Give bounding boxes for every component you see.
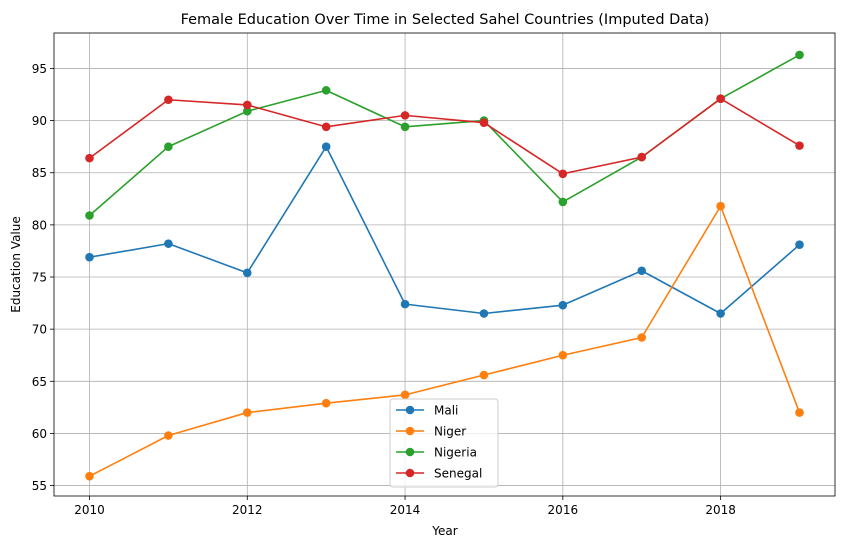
data-point-mali — [716, 309, 725, 318]
data-point-mali — [637, 266, 647, 276]
data-point-mali — [242, 268, 252, 278]
y-tick-label: 55 — [32, 479, 47, 493]
data-point-niger — [321, 398, 331, 408]
series-layer — [85, 50, 804, 481]
series-line-nigeria — [88, 54, 800, 217]
data-point-senegal — [637, 152, 647, 162]
legend-label-nigeria: Nigeria — [434, 446, 477, 460]
data-point-senegal — [716, 94, 725, 103]
legend-label-mali: Mali — [434, 404, 458, 418]
y-tick-label: 65 — [32, 375, 47, 389]
plot-frame — [53, 32, 836, 497]
x-tick-label: 2016 — [548, 503, 579, 517]
data-point-niger — [85, 471, 94, 481]
data-point-mali — [479, 309, 489, 318]
data-point-senegal — [400, 111, 410, 120]
legend-label-niger: Niger — [434, 425, 466, 439]
data-point-nigeria — [795, 50, 804, 60]
x-tick-label: 2014 — [390, 503, 421, 517]
data-point-nigeria — [400, 122, 410, 132]
y-tick-label: 60 — [32, 427, 47, 441]
series-nigeria — [85, 50, 804, 220]
data-point-mali — [85, 252, 94, 262]
data-point-mali — [321, 142, 331, 151]
y-tick-label: 95 — [32, 62, 47, 76]
y-tick-label: 75 — [32, 271, 47, 285]
data-point-nigeria — [164, 142, 173, 151]
series-line-niger — [89, 205, 801, 477]
data-point-senegal — [479, 118, 489, 127]
data-point-mali — [400, 299, 410, 309]
data-point-senegal — [321, 122, 331, 132]
legend: Mali Niger Nigeria Senegal — [389, 398, 499, 488]
data-point-niger — [400, 390, 410, 400]
chart-title: Female Education Over Time in Selected S… — [181, 12, 710, 28]
data-point-nigeria — [242, 106, 252, 116]
data-point-senegal — [164, 95, 173, 105]
legend-label-senegal: Senegal — [434, 467, 482, 481]
y-tick-label: 90 — [32, 114, 47, 128]
data-point-senegal — [85, 153, 94, 163]
data-point-niger — [242, 408, 252, 417]
x-axis-label: Year — [431, 524, 457, 538]
data-point-niger — [637, 333, 647, 342]
data-point-niger — [795, 408, 804, 417]
y-tick-label: 85 — [32, 166, 47, 180]
data-point-senegal — [795, 141, 804, 150]
x-tick-label: 2018 — [705, 503, 736, 517]
data-point-nigeria — [558, 197, 568, 207]
data-point-senegal — [558, 169, 568, 179]
data-point-mali — [558, 300, 568, 310]
data-point-niger — [558, 350, 568, 360]
y-tick-label: 70 — [32, 323, 47, 337]
data-point-senegal — [242, 100, 252, 110]
series-senegal — [85, 94, 804, 179]
x-tick-label: 2010 — [74, 503, 105, 517]
series-niger — [85, 201, 804, 481]
legend-marker-mali — [405, 405, 415, 415]
data-point-niger — [164, 431, 173, 440]
series-line-mali — [89, 145, 801, 315]
legend-marker-niger — [405, 426, 415, 436]
legend-box — [389, 398, 499, 488]
legend-marker-nigeria — [405, 447, 415, 457]
legend-marker-senegal — [405, 468, 415, 478]
y-ticks: 55 60 65 70 75 80 85 90 95 — [32, 62, 54, 493]
data-point-nigeria — [321, 86, 331, 95]
data-point-mali — [164, 239, 173, 248]
x-tick-label: 2012 — [232, 503, 263, 517]
data-point-niger — [479, 370, 489, 380]
y-tick-label: 80 — [32, 218, 47, 232]
x-ticks: 2010 2012 2014 2016 2018 — [74, 496, 736, 517]
series-mali — [85, 142, 804, 318]
y-axis-label: Education Value — [9, 216, 23, 313]
series-line-senegal — [89, 97, 800, 175]
data-point-nigeria — [85, 211, 94, 220]
data-point-mali — [795, 240, 804, 249]
data-point-niger — [716, 201, 725, 211]
